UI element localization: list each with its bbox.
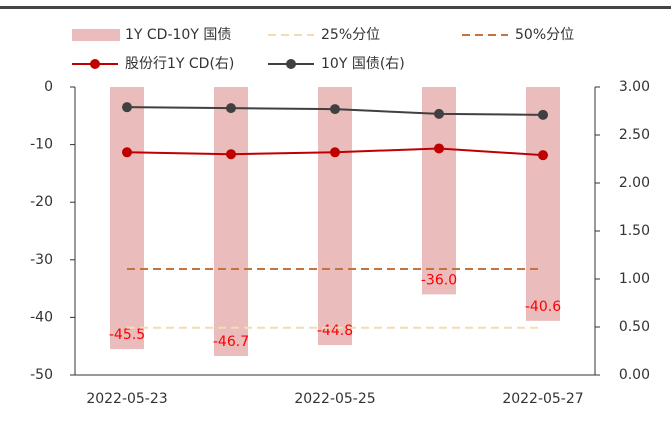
y2-tick-label: 3.00 bbox=[619, 79, 650, 95]
y2-tick-label: 1.50 bbox=[619, 223, 650, 239]
marker bbox=[226, 103, 236, 114]
y-tick-label: -50 bbox=[30, 367, 53, 383]
marker bbox=[434, 143, 444, 154]
y2-tick-label: 2.00 bbox=[619, 175, 650, 191]
value-label: -45.5 bbox=[109, 327, 145, 343]
bar bbox=[526, 87, 560, 321]
legend-marker bbox=[286, 59, 296, 69]
bar bbox=[318, 87, 352, 346]
legend-label: 股份行1Y CD(右) bbox=[125, 56, 234, 72]
y-tick-label: -30 bbox=[30, 252, 53, 268]
marker bbox=[538, 109, 548, 120]
top-border bbox=[0, 6, 671, 9]
legend-label: 50%分位 bbox=[515, 27, 574, 43]
marker bbox=[434, 108, 444, 119]
y-tick-label: -10 bbox=[30, 137, 53, 153]
marker bbox=[226, 149, 236, 160]
legend-marker bbox=[90, 59, 100, 69]
bar bbox=[214, 87, 248, 356]
y2-tick-label: 0.00 bbox=[619, 367, 650, 383]
x-tick-label: 2022-05-23 bbox=[86, 391, 167, 407]
y2-tick-label: 2.50 bbox=[619, 127, 650, 143]
legend-label: 10Y 国债(右) bbox=[321, 56, 405, 72]
value-label: -46.7 bbox=[213, 334, 249, 350]
x-tick-label: 2022-05-27 bbox=[502, 391, 583, 407]
value-label: -40.6 bbox=[525, 299, 561, 315]
y-tick-label: -40 bbox=[30, 309, 53, 325]
y-tick-label: 0 bbox=[44, 79, 53, 95]
y2-tick-label: 0.50 bbox=[619, 319, 650, 335]
bar bbox=[110, 87, 144, 350]
marker bbox=[330, 104, 340, 115]
y-tick-label: -20 bbox=[30, 194, 53, 210]
marker bbox=[122, 102, 132, 113]
y2-tick-label: 1.00 bbox=[619, 271, 650, 287]
legend-label: 25%分位 bbox=[321, 27, 380, 43]
x-tick-label: 2022-05-25 bbox=[294, 391, 375, 407]
value-label: -36.0 bbox=[421, 272, 457, 288]
legend-swatch bbox=[72, 29, 120, 41]
marker bbox=[122, 147, 132, 158]
legend-label: 1Y CD-10Y 国债 bbox=[125, 27, 231, 43]
marker bbox=[330, 147, 340, 158]
marker bbox=[538, 150, 548, 161]
bar bbox=[422, 87, 456, 295]
value-label: -44.8 bbox=[317, 323, 353, 339]
